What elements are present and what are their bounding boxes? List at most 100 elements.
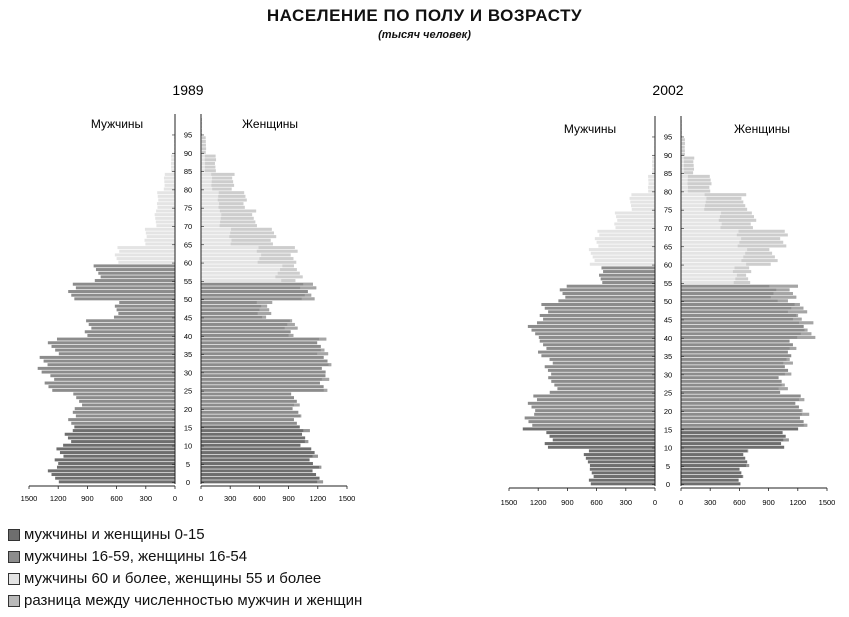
- bar-women: [681, 284, 798, 288]
- bar-women: [681, 423, 808, 427]
- bar-women: [201, 337, 327, 341]
- bar-men: [544, 365, 655, 369]
- bar-difference: [706, 196, 742, 200]
- age-tick-label: 60: [184, 259, 192, 268]
- bar-difference: [304, 440, 309, 444]
- bar-women: [681, 306, 804, 310]
- age-tick-label: 25: [664, 389, 672, 398]
- bar-women: [681, 251, 773, 255]
- bar-men: [538, 350, 655, 354]
- legend-swatch-elderly: [8, 573, 20, 585]
- bar-difference: [746, 464, 750, 468]
- bar-difference: [212, 187, 232, 191]
- bar-men: [145, 231, 175, 235]
- bar-men: [631, 204, 655, 208]
- bar-women: [681, 420, 804, 424]
- age-tick-label: 0: [186, 478, 190, 487]
- bar-men: [585, 456, 655, 460]
- bar-difference: [204, 169, 216, 173]
- legend-item-working-age: мужчины 16-59, женщины 16-54: [8, 546, 362, 568]
- bar-difference: [736, 273, 747, 277]
- bar-women: [201, 381, 320, 385]
- bar-difference: [792, 317, 802, 321]
- bar-women: [201, 246, 295, 250]
- bar-men: [629, 196, 655, 200]
- x-tick-label: 300: [620, 498, 633, 507]
- bar-men: [531, 405, 655, 409]
- bar-women: [681, 350, 788, 354]
- bar-men: [55, 476, 175, 480]
- bar-men: [594, 259, 655, 263]
- bar-women: [681, 343, 793, 347]
- bar-men: [113, 315, 175, 319]
- bar-men: [596, 240, 655, 244]
- bar-men: [552, 438, 655, 442]
- bar-women: [201, 264, 294, 268]
- bar-men: [47, 341, 175, 345]
- bar-men: [557, 387, 655, 391]
- bar-men: [72, 282, 175, 286]
- age-tick-label: 20: [664, 407, 672, 416]
- age-tick-label: 50: [664, 297, 672, 306]
- bar-difference: [218, 194, 246, 198]
- bar-men: [552, 361, 655, 365]
- bar-men: [50, 374, 175, 378]
- bar-men: [119, 301, 175, 305]
- bar-men: [82, 403, 175, 407]
- bar-men: [541, 303, 655, 307]
- bar-difference: [219, 209, 257, 213]
- bar-difference: [799, 321, 814, 325]
- bar-difference: [705, 200, 744, 204]
- bar-men: [539, 313, 655, 317]
- bar-men: [589, 467, 655, 471]
- bar-men: [39, 355, 175, 359]
- bar-difference: [732, 270, 752, 274]
- x-tick-label: 900: [81, 494, 94, 503]
- bar-men: [68, 290, 175, 294]
- bar-men: [597, 229, 655, 233]
- bar-difference: [800, 332, 812, 336]
- bar-difference: [201, 128, 202, 132]
- bar-difference: [683, 156, 695, 160]
- age-tick-label: 55: [664, 279, 672, 288]
- bar-difference: [230, 231, 274, 235]
- bar-women: [681, 379, 782, 383]
- chart-subtitle: (тысяч человек): [378, 29, 471, 41]
- bar-men: [72, 429, 175, 433]
- bar-women: [681, 313, 799, 317]
- bar-men: [58, 352, 175, 356]
- bar-difference: [275, 275, 303, 279]
- bar-women: [201, 352, 329, 356]
- bar-men: [532, 423, 655, 427]
- bar-women: [201, 279, 296, 283]
- bar-men: [56, 465, 175, 469]
- bar-women: [681, 259, 778, 263]
- bar-women: [681, 409, 803, 413]
- bar-difference: [737, 244, 787, 248]
- bar-women: [201, 421, 297, 425]
- bar-women: [681, 244, 787, 248]
- bar-men: [98, 271, 175, 275]
- bar-difference: [220, 216, 254, 220]
- bar-men: [63, 443, 175, 447]
- bar-men: [118, 260, 175, 264]
- age-tick-label: 45: [184, 313, 192, 322]
- bar-men: [88, 322, 175, 326]
- legend-item-difference: разница между численностью мужчин и женщ…: [8, 590, 362, 612]
- bar-women: [681, 324, 804, 328]
- bar-men: [72, 410, 175, 414]
- bar-difference: [746, 262, 771, 266]
- bar-men: [598, 244, 655, 248]
- bar-difference: [229, 235, 277, 239]
- bar-men: [173, 150, 175, 154]
- bar-men: [157, 191, 175, 195]
- bar-men: [651, 171, 655, 175]
- bar-women: [201, 465, 322, 469]
- bar-difference: [684, 160, 694, 164]
- bar-men: [543, 317, 655, 321]
- legend-label-working-age: мужчины 16-59, женщины 16-54: [24, 548, 248, 565]
- bar-difference: [800, 409, 803, 413]
- bar-difference: [721, 211, 752, 215]
- bar-men: [157, 194, 175, 198]
